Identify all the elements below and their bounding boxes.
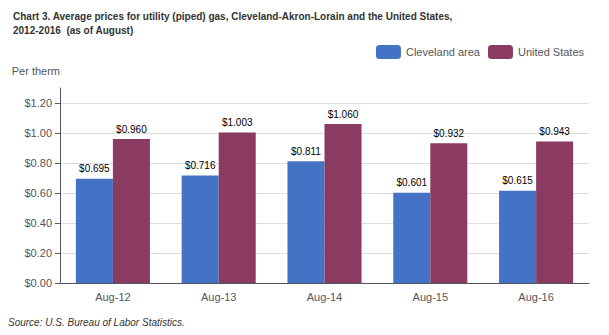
svg-text:Per therm: Per therm (12, 65, 60, 77)
svg-text:Aug-15: Aug-15 (413, 291, 448, 303)
svg-text:$0.716: $0.716 (185, 160, 216, 171)
svg-text:$1.003: $1.003 (222, 117, 253, 128)
svg-text:$0.20: $0.20 (24, 247, 52, 259)
svg-text:$0.943: $0.943 (539, 126, 570, 137)
svg-text:Cleveland area: Cleveland area (406, 46, 481, 58)
svg-text:Aug-13: Aug-13 (201, 291, 236, 303)
svg-text:United States: United States (518, 46, 585, 58)
svg-text:$0.960: $0.960 (116, 124, 147, 135)
svg-text:Aug-14: Aug-14 (307, 291, 342, 303)
svg-text:Source: U.S. Bureau of Labor S: Source: U.S. Bureau of Labor Statistics. (8, 317, 185, 328)
svg-text:$0.811: $0.811 (291, 146, 321, 157)
svg-text:$0.60: $0.60 (24, 187, 52, 199)
svg-text:$0.601: $0.601 (396, 177, 427, 188)
svg-text:$0.695: $0.695 (79, 163, 110, 174)
svg-text:$0.932: $0.932 (434, 128, 465, 139)
svg-text:$1.00: $1.00 (24, 127, 52, 139)
svg-text:2012-2016 (as of August): 2012-2016 (as of August) (13, 25, 133, 36)
svg-text:Aug-12: Aug-12 (95, 291, 130, 303)
svg-text:$0.615: $0.615 (502, 175, 533, 186)
svg-text:$0.00: $0.00 (24, 277, 52, 289)
svg-text:$1.060: $1.060 (328, 109, 359, 120)
svg-text:$1.20: $1.20 (24, 97, 52, 109)
svg-text:Aug-16: Aug-16 (518, 291, 553, 303)
svg-text:$0.40: $0.40 (24, 217, 52, 229)
svg-text:Chart 3. Average prices for ut: Chart 3. Average prices for utility (pip… (13, 11, 453, 22)
svg-text:$0.80: $0.80 (24, 157, 52, 169)
